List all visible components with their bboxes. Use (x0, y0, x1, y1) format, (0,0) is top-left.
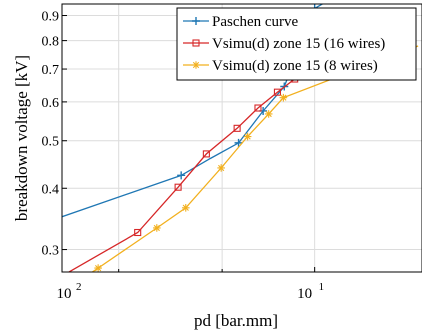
star-marker (153, 224, 161, 232)
legend-entry-3: Vsimu(d) zone 15 (8 wires) (183, 58, 378, 74)
plus-marker (234, 138, 243, 147)
star-marker (192, 61, 200, 69)
ticks: 0.3 0.4 0.5 0.6 0.7 0.8 0.9 10 1 10 2 (42, 10, 325, 302)
x-tick-exponent: 1 (319, 281, 325, 293)
star-marker (94, 264, 102, 272)
legend: Paschen curve Vsimu(d) zone 15 (16 wires)… (176, 7, 417, 81)
star-marker (181, 203, 190, 212)
legend-label: Vsimu(d) zone 15 (16 wires) (212, 36, 385, 52)
series-line (91, 45, 419, 272)
legend-entry-1: Paschen curve (183, 14, 299, 30)
y-tick-label: 0.7 (42, 63, 60, 78)
series-layer (62, 4, 419, 272)
x-tick-label: 10 (297, 286, 312, 302)
y-axis-label: breakdown voltage [kV] (12, 55, 31, 221)
y-tick-label: 0.6 (42, 96, 60, 111)
plus-marker (192, 17, 200, 25)
y-tick-label: 0.5 (42, 135, 60, 150)
y-tick-label: 0.8 (42, 35, 60, 50)
y-tick-label: 0.9 (42, 10, 60, 25)
square-marker (174, 183, 182, 191)
y-tick-label: 0.4 (42, 182, 60, 197)
square-marker (273, 88, 281, 96)
star-marker (243, 132, 252, 141)
square-marker (254, 104, 262, 112)
square-marker (134, 228, 142, 237)
y-tick-label: 0.3 (42, 244, 60, 259)
series-line (67, 46, 411, 272)
square-marker (192, 39, 200, 47)
square-marker (202, 150, 210, 158)
star-marker (217, 164, 225, 172)
square-marker (233, 124, 241, 132)
plot-frame (61, 3, 422, 273)
x-tick-exponent: 2 (76, 281, 82, 293)
legend-box (176, 7, 417, 81)
legend-label: Vsimu(d) zone 15 (8 wires) (212, 58, 378, 74)
legend-label: Paschen curve (212, 14, 299, 30)
star-marker (264, 110, 273, 118)
legend-entry-2: Vsimu(d) zone 15 (16 wires) (183, 36, 385, 52)
x-tick-label: 10 (57, 286, 72, 302)
star-marker (279, 93, 288, 102)
x-axis-label: pd [bar.mm] (194, 311, 278, 330)
series-3 (91, 45, 419, 272)
plus-marker (177, 171, 186, 180)
